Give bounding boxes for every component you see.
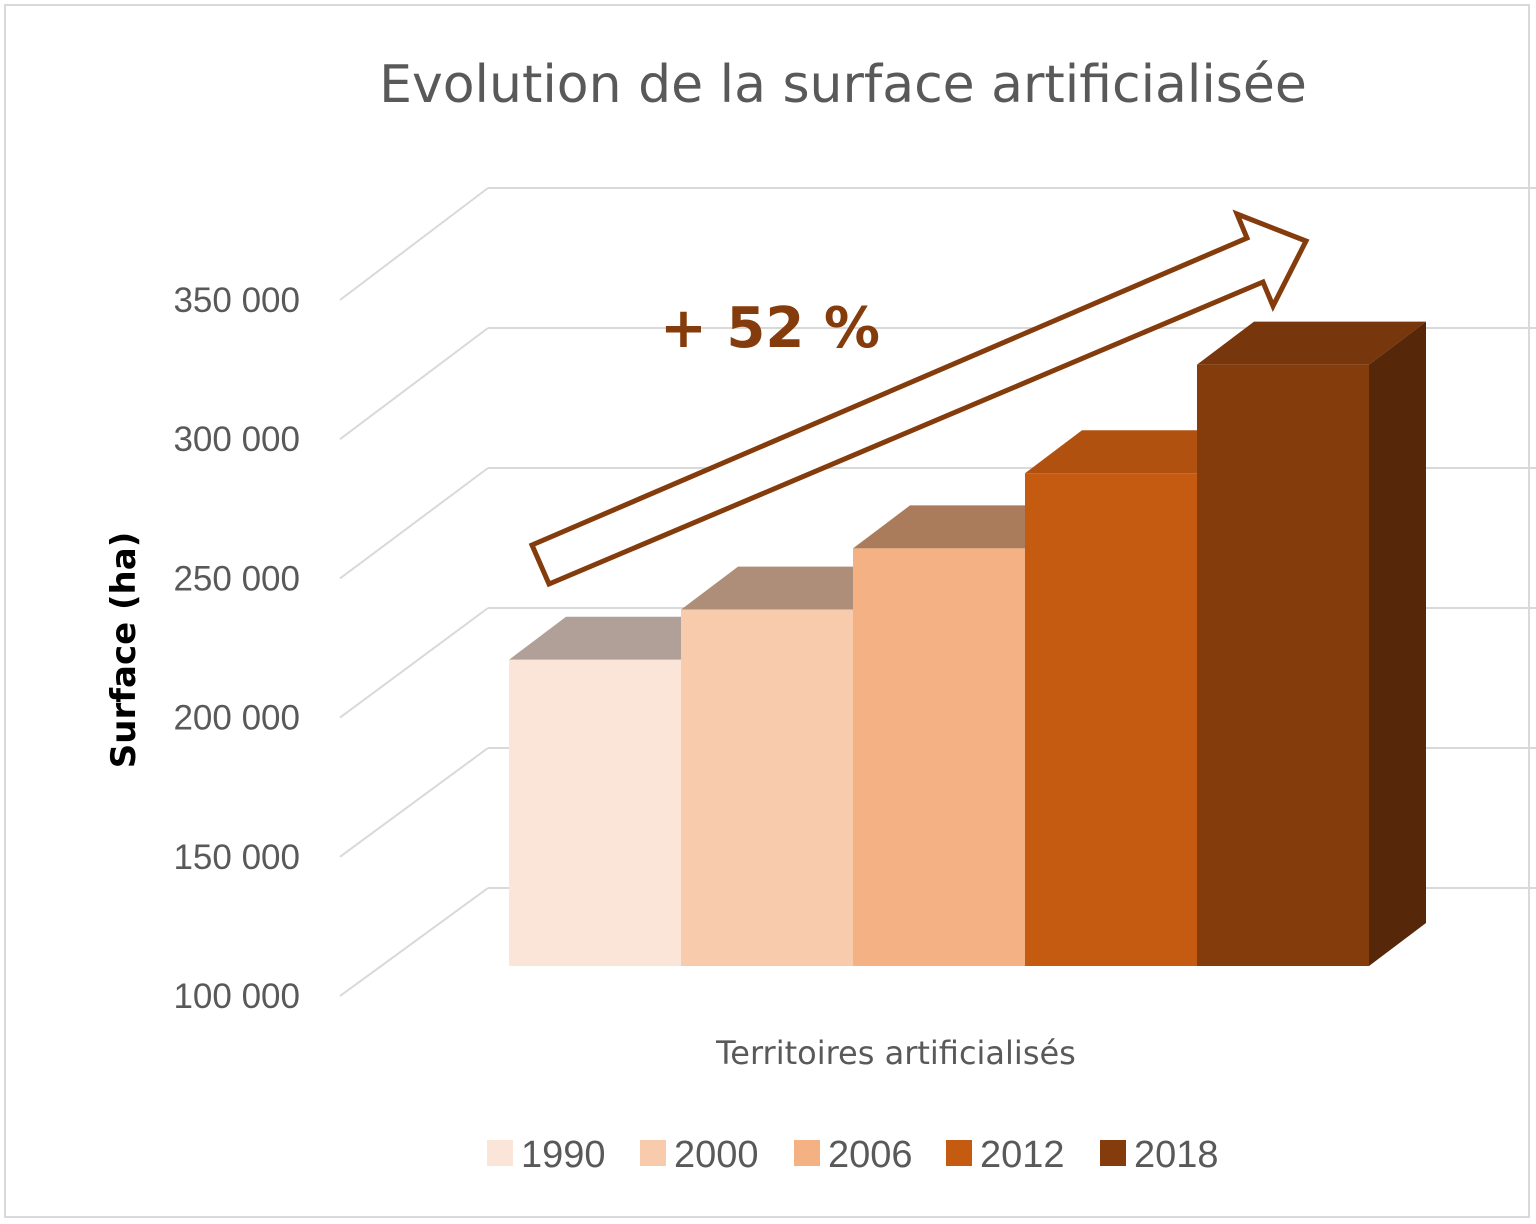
- y-tick-label: 100 000: [173, 977, 300, 1016]
- legend-label: 2000: [674, 1134, 759, 1176]
- bar-2006: [853, 505, 1082, 966]
- bar-front-face: [681, 609, 853, 966]
- gridline-diagonal: [339, 467, 489, 580]
- annotation-text: + 52 %: [660, 296, 880, 361]
- y-axis-label: Surface (ha): [104, 532, 144, 768]
- legend-item-2012: 2012: [946, 1134, 1065, 1176]
- bar-2012: [1025, 430, 1254, 966]
- y-tick-label: 300 000: [173, 420, 300, 459]
- legend: 1990 2000 2006 2012 2018: [487, 1134, 1219, 1176]
- y-axis-ticks: 100 000 150 000 200 000 250 000 300 000 350 0…: [173, 281, 300, 1016]
- chart-title: Evolution de la surface artificialisée: [379, 55, 1307, 115]
- bar-front-face: [1197, 364, 1369, 966]
- gridline-diagonal: [339, 887, 489, 997]
- x-axis-label: Territoires artificialisés: [715, 1034, 1076, 1072]
- bar-2018: [1197, 321, 1426, 966]
- y-tick-label: 250 000: [173, 559, 300, 598]
- legend-label: 2018: [1134, 1134, 1219, 1176]
- bar-2000: [681, 566, 910, 966]
- legend-item-2018: 2018: [1100, 1134, 1219, 1176]
- y-tick-label: 150 000: [173, 838, 300, 877]
- bar-1990: [509, 616, 738, 966]
- legend-item-2000: 2000: [640, 1134, 759, 1176]
- legend-swatch: [640, 1140, 666, 1166]
- y-tick-label: 200 000: [173, 699, 300, 738]
- legend-item-2006: 2006: [794, 1134, 913, 1176]
- legend-swatch: [1100, 1140, 1126, 1166]
- bar-top-face: [509, 616, 738, 660]
- gridline-diagonal: [339, 607, 489, 719]
- legend-item-1990: 1990: [487, 1134, 606, 1176]
- annotation: + 52 %: [528, 209, 1310, 588]
- bar-side-face: [1369, 321, 1426, 966]
- y-tick-label: 350 000: [173, 281, 300, 320]
- bar-top-face: [681, 566, 910, 610]
- bar-front-face: [853, 548, 1025, 966]
- bar-front-face: [1025, 473, 1197, 966]
- gridline-diagonal: [339, 327, 489, 440]
- legend-label: 2006: [828, 1134, 913, 1176]
- bar-front-face: [509, 659, 681, 966]
- legend-swatch: [794, 1140, 820, 1166]
- gridline-diagonal: [339, 747, 489, 858]
- bar-top-face: [853, 505, 1082, 549]
- trend-arrow: [528, 209, 1310, 588]
- bars: [509, 321, 1426, 966]
- gridline-diagonal: [339, 187, 489, 301]
- legend-swatch: [487, 1140, 513, 1166]
- legend-label: 1990: [521, 1134, 606, 1176]
- bar-top-face: [1197, 321, 1426, 365]
- legend-label: 2012: [980, 1134, 1065, 1176]
- legend-swatch: [946, 1140, 972, 1166]
- bar-top-face: [1025, 430, 1254, 474]
